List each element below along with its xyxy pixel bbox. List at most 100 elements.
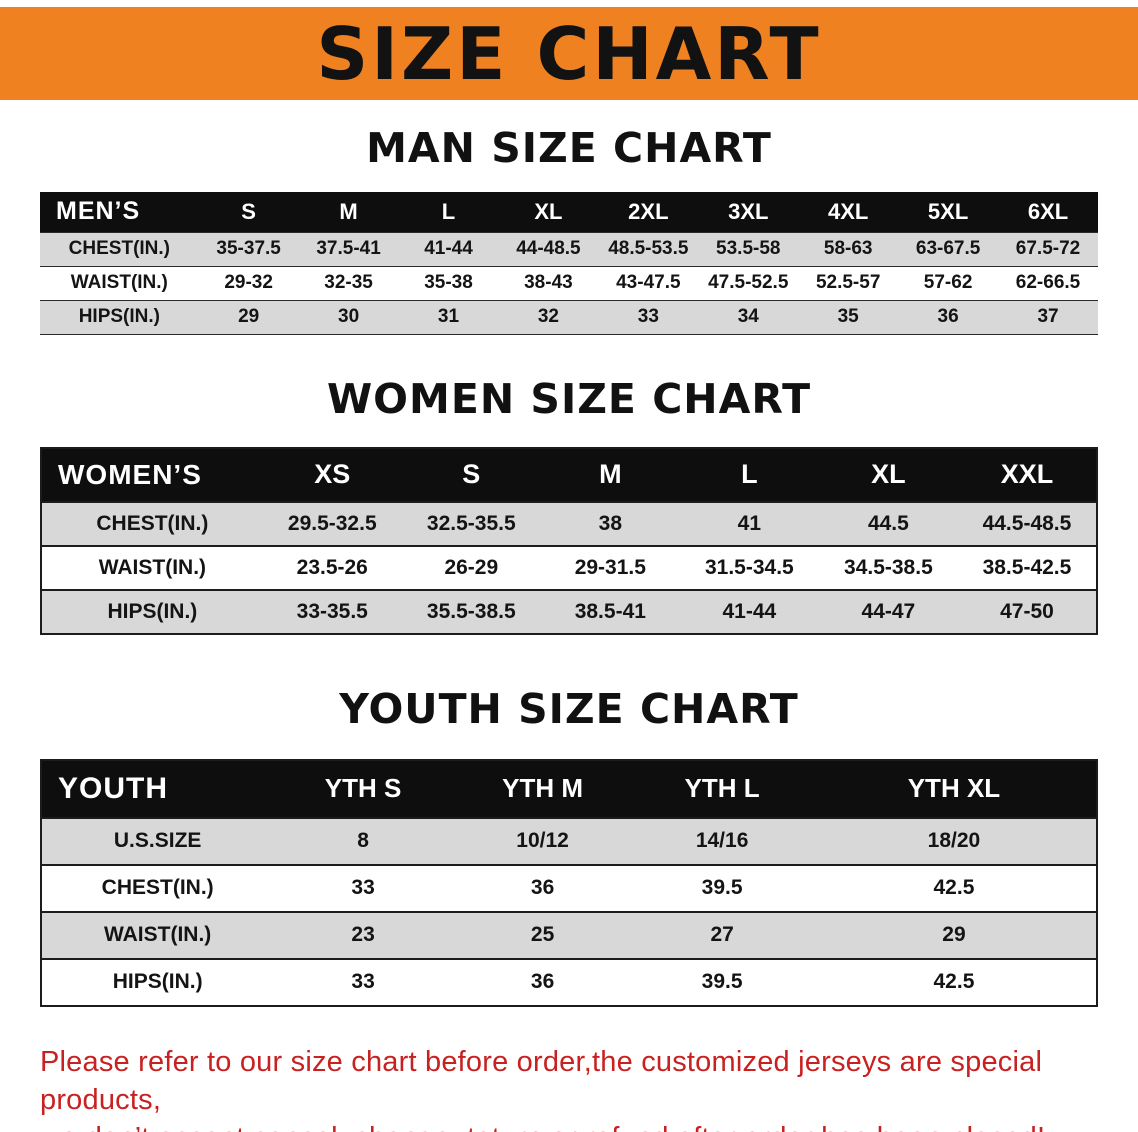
size-value-cell: 38-43 [524, 272, 573, 293]
size-value-cell: 41 [737, 511, 762, 535]
size-value-cell: 43-47.5 [616, 272, 681, 293]
size-value-cell: 32-35 [324, 272, 373, 293]
size-value-cell: 36 [937, 306, 959, 327]
size-value-cell: 30 [338, 306, 360, 327]
man-size-section: MAN SIZE CHART MEN’S S M L XL 2XL 3XL 4XL 5XL 6XL… [0, 124, 1138, 335]
man-chart-heading: MAN SIZE CHART [366, 124, 772, 172]
size-value-cell: 36 [530, 970, 555, 993]
size-value-cell: 44-47 [861, 599, 916, 623]
row-label-cell: HIPS(IN.) [112, 970, 203, 993]
row-label-cell: WAIST(IN.) [70, 272, 168, 293]
size-value-cell: 33 [637, 306, 659, 327]
measurement-row: HIPS(IN.) 33 36 39.5 42.5 [41, 958, 1097, 1006]
size-value-cell: 23.5-26 [296, 555, 368, 579]
size-value-cell: 29.5-32.5 [287, 511, 377, 535]
size-value-cell: 52.5-57 [815, 272, 881, 293]
youth-size-section: YOUTH SIZE CHART YOUTH YTH S YTH M YTH L YTH… [0, 685, 1138, 1007]
table-title-cell: WOMEN’S [41, 447, 263, 502]
youth-chart-heading: YOUTH SIZE CHART [339, 684, 799, 733]
size-value-cell: 48.5-53.5 [608, 238, 689, 259]
measurement-row: WAIST(IN.) 29-32 32-35 35-38 38-43 43-47.5 47.… [40, 266, 1098, 300]
size-value-cell: 39.5 [701, 876, 743, 899]
size-value-cell: 39.5 [701, 970, 743, 993]
size-header-cell: 4XL [798, 192, 899, 232]
disclaimer-line-1: Please refer to our size chart before or… [40, 1045, 1043, 1116]
size-header-cell: S [401, 447, 541, 502]
measurement-row: U.S.SIZE 8 10/12 14/16 18/20 [41, 817, 1097, 865]
size-value-cell: 36 [530, 876, 555, 899]
size-value-cell: 47.5-52.5 [708, 272, 789, 293]
banner: SIZE CHART [0, 7, 1138, 100]
row-label-cell: WAIST(IN.) [98, 555, 207, 579]
size-value-cell: 44-48.5 [516, 238, 581, 259]
row-label-cell: U.S.SIZE [113, 829, 202, 852]
size-value-cell: 14/16 [695, 829, 749, 852]
row-label-cell: CHEST(IN.) [68, 238, 170, 259]
size-value-cell: 32.5-35.5 [426, 511, 516, 535]
size-header-cell: XS [262, 447, 402, 502]
size-value-cell: 29 [942, 923, 966, 946]
size-header-cell: XXL [957, 447, 1097, 502]
row-label-cell: HIPS(IN.) [78, 306, 160, 327]
size-header-cell: 5XL [898, 192, 999, 232]
size-value-cell: 33 [351, 876, 375, 899]
size-value-cell: 37.5-41 [316, 238, 381, 259]
size-value-cell: 38.5-42.5 [982, 555, 1072, 579]
size-value-cell: 23 [351, 923, 375, 946]
size-value-cell: 10/12 [516, 829, 569, 852]
size-header-cell: 6XL [998, 192, 1098, 232]
size-value-cell: 41-44 [722, 599, 777, 623]
size-header-cell: XL [498, 192, 599, 232]
size-value-cell: 44.5 [867, 511, 909, 535]
size-value-cell: 62-66.5 [1015, 272, 1081, 293]
disclaimer: Please refer to our size chart before or… [40, 1043, 1100, 1132]
size-value-cell: 42.5 [933, 970, 975, 993]
size-header-cell: M [540, 447, 680, 502]
size-value-cell: 35-38 [424, 272, 473, 293]
size-value-cell: 26-29 [444, 555, 499, 579]
size-header-cell: YTH L [632, 759, 812, 818]
size-header-cell: 3XL [698, 192, 799, 232]
size-value-cell: 35-37.5 [216, 238, 281, 259]
size-header-cell: 2XL [598, 192, 699, 232]
size-value-cell: 33-35.5 [296, 599, 368, 623]
size-value-cell: 8 [357, 829, 369, 852]
size-value-cell: 32 [537, 306, 559, 327]
size-value-cell: 63-67.5 [915, 238, 981, 259]
size-value-cell: 57-62 [923, 272, 973, 293]
measurement-row: HIPS(IN.) 33-35.5 35.5-38.5 38.5-41 41-44 44-… [41, 589, 1097, 634]
size-header-cell: XL [818, 447, 958, 502]
size-value-cell: 38 [598, 511, 622, 535]
size-header-cell: YTH M [452, 759, 633, 818]
table-title-cell: MEN’S [40, 192, 199, 232]
women-chart-heading: WOMEN SIZE CHART [326, 374, 812, 423]
size-value-cell: 29-32 [224, 272, 273, 293]
size-value-cell: 44.5-48.5 [982, 511, 1072, 535]
measurement-row: HIPS(IN.) 29 30 31 32 33 34 35 36 37 [40, 300, 1098, 334]
row-label-cell: CHEST(IN.) [96, 511, 209, 535]
table-header-row: MEN’S S M L XL 2XL 3XL 4XL 5XL 6XL [40, 192, 1098, 232]
mens-size-table: MEN’S S M L XL 2XL 3XL 4XL 5XL 6XL CHEST(IN.) 35-37… [40, 192, 1098, 335]
size-header-cell: L [679, 447, 819, 502]
size-value-cell: 33 [351, 970, 375, 993]
size-value-cell: 37 [1037, 306, 1059, 327]
measurement-row: CHEST(IN.) 33 36 39.5 42.5 [41, 864, 1097, 912]
size-value-cell: 34 [737, 306, 759, 327]
size-value-cell: 34.5-38.5 [844, 555, 933, 579]
size-value-cell: 25 [530, 923, 555, 946]
size-header-cell: YTH XL [811, 759, 1097, 818]
table-title-cell: YOUTH [41, 759, 274, 818]
size-value-cell: 31 [437, 306, 460, 327]
measurement-row: WAIST(IN.) 23 25 27 29 [41, 911, 1097, 959]
size-header-cell: S [198, 192, 299, 232]
row-label-cell: WAIST(IN.) [103, 923, 212, 946]
youth-size-table: YOUTH YTH S YTH M YTH L YTH XL U.S.SIZE 8 10/12… [40, 758, 1098, 1007]
row-label-cell: CHEST(IN.) [101, 876, 214, 899]
table-header-row: WOMEN’S XS S M L XL XXL [41, 447, 1097, 502]
row-label-cell: HIPS(IN.) [107, 599, 198, 623]
size-value-cell: 38.5-41 [574, 599, 646, 623]
size-value-cell: 35.5-38.5 [426, 599, 516, 623]
size-value-cell: 35 [837, 306, 859, 327]
disclaimer-line-2: we don’t accept cancel, change, teturn o… [40, 1119, 1100, 1132]
size-value-cell: 67.5-72 [1015, 238, 1081, 259]
